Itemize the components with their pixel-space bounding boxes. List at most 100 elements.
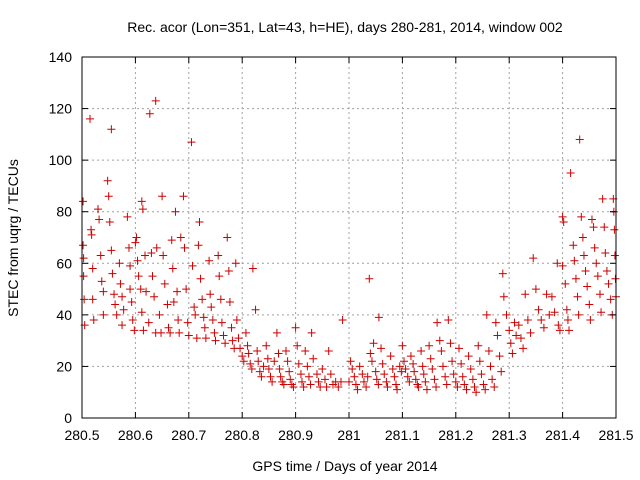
data-point [79,241,88,250]
data-point [369,339,378,348]
data-point [216,295,225,304]
data-point [88,264,97,273]
data-point [119,305,128,314]
data-point [409,359,418,368]
y-tick-label: 140 [49,49,73,65]
data-point [130,326,139,335]
data-point [601,248,610,257]
data-point [276,372,285,381]
data-point [236,344,245,353]
data-point [438,362,447,371]
data-point [210,328,219,337]
data-point [283,357,292,366]
data-point [386,352,395,361]
data-point [187,138,196,147]
data-point [358,370,367,379]
data-point [464,352,473,361]
data-point [144,318,153,327]
data-point [104,192,113,201]
data-point [388,365,397,374]
data-point [400,357,409,366]
data-point [365,274,374,283]
data-point [166,328,175,337]
data-point [134,272,143,281]
data-point [430,375,439,384]
data-point [577,212,586,221]
data-point [455,344,464,353]
y-tick-label: 40 [56,307,72,323]
x-tick-labels: 280.5 280.6 280.7 280.8 280.9 281 281.1 281.2 28… [64,427,633,443]
data-point [597,308,606,317]
data-point [217,318,226,327]
data-point [497,367,506,376]
data-point [575,135,584,144]
data-point [304,372,313,381]
data-point [418,362,427,371]
data-point [470,383,479,392]
data-point [534,305,543,314]
data-point [103,176,112,185]
data-point [159,251,168,260]
data-point [559,218,568,227]
data-point [198,295,207,304]
data-point [190,303,199,312]
data-point [232,316,241,325]
data-point [124,243,133,252]
data-point [314,377,323,386]
data-point [157,328,166,337]
data-point [79,197,88,206]
data-point [502,310,511,319]
data-point [147,248,156,257]
data-point [231,259,240,268]
data-point [215,272,224,281]
data-point [132,233,141,242]
data-point [539,323,548,332]
data-point [196,274,205,283]
data-point [611,274,620,283]
data-point [523,316,532,325]
data-point [126,261,135,270]
data-point [353,385,362,394]
y-tick-label: 0 [64,410,72,426]
data-point [291,323,300,332]
data-point [266,372,275,381]
data-point [563,316,572,325]
data-point [320,375,329,384]
data-point [571,274,580,283]
data-point [610,225,619,234]
data-point [108,269,117,278]
data-point [251,305,260,314]
data-point [363,372,372,381]
data-point [426,354,435,363]
data-point [115,259,124,268]
data-point [79,272,88,281]
data-point [111,300,120,309]
data-point [475,357,484,366]
data-point [359,377,368,386]
data-point [558,212,567,221]
data-point [566,169,575,178]
data-point [554,321,563,330]
data-point [366,349,375,358]
data-point [224,267,233,276]
data-point [468,375,477,384]
data-point [377,344,386,353]
data-point [444,316,453,325]
data-point [79,254,88,263]
y-tick-label: 100 [49,152,73,168]
data-point [200,323,209,332]
data-point [192,334,201,343]
data-point [112,310,121,319]
data-point [383,383,392,392]
data-point [131,238,140,247]
data-point [537,316,546,325]
data-point [167,236,176,245]
data-point [118,321,127,330]
data-point [324,346,333,355]
data-point [145,109,154,118]
data-point [206,290,215,299]
data-points [79,96,620,397]
data-point [595,290,604,299]
data-point [208,316,217,325]
